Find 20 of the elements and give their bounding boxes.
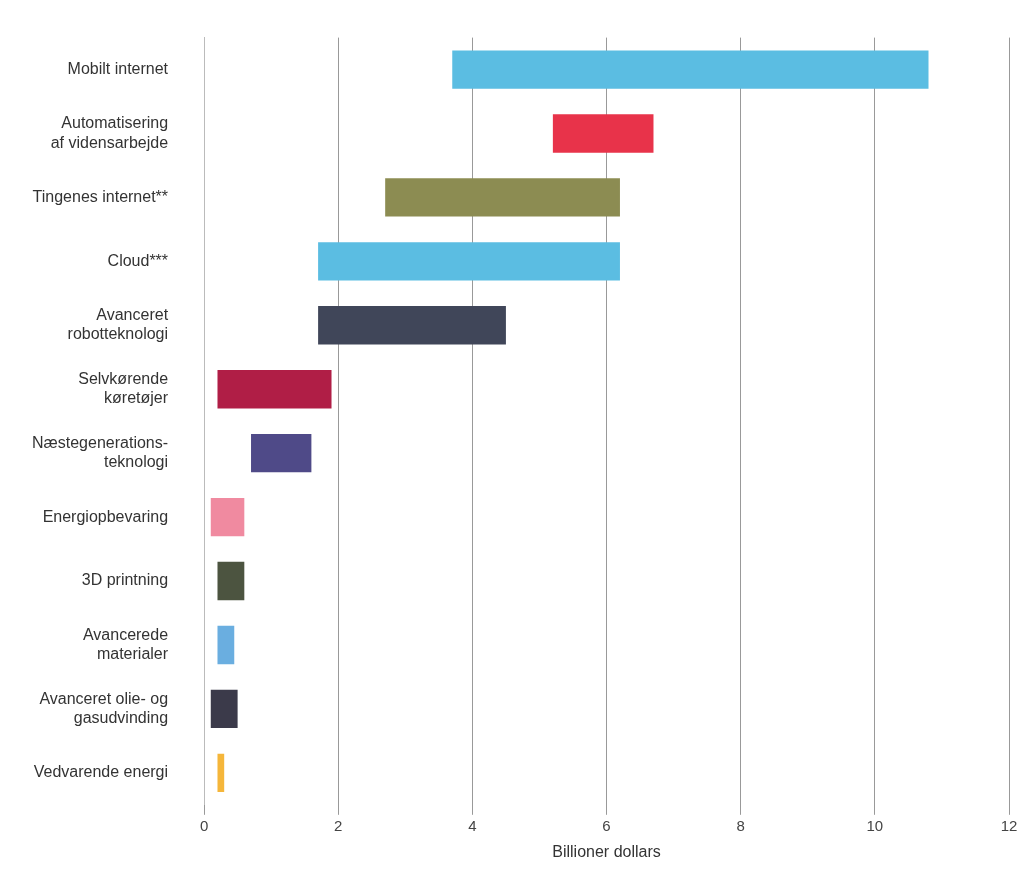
y-tick-label: Automatisering af vidensarbejde (50, 114, 169, 151)
y-tick-label: Tingenes internet** (32, 187, 169, 205)
y-tick-label: Næstegenerations- teknologi (31, 433, 169, 471)
x-tick-label: 10 (866, 816, 884, 834)
y-tick-label: Cloud*** (107, 251, 169, 269)
y-tick-label: Mobilt internet (67, 59, 169, 77)
y-tick-label: Energiopbevaring (42, 507, 169, 525)
x-axis-title: Billioner dollars (552, 842, 661, 860)
y-tick-label: Vedvarende energi (33, 763, 169, 781)
x-tick-label: 0 (199, 816, 209, 834)
y-tick-label: Avancerede materialer (82, 625, 169, 662)
y-tick-label: Avanceret robotteknologi (67, 306, 169, 343)
y-tick-label: 3D printning (81, 571, 169, 589)
x-tick-label: 6 (602, 816, 611, 834)
x-tick-label: 8 (736, 816, 745, 834)
y-tick-label: Avanceret olie- og gasudvinding (39, 689, 169, 726)
x-tick-label: 12 (1000, 816, 1018, 834)
y-tick-label: Selvkørende køretøjer (78, 370, 169, 407)
x-tick-label: 2 (334, 816, 343, 834)
x-tick-label: 4 (468, 816, 477, 834)
